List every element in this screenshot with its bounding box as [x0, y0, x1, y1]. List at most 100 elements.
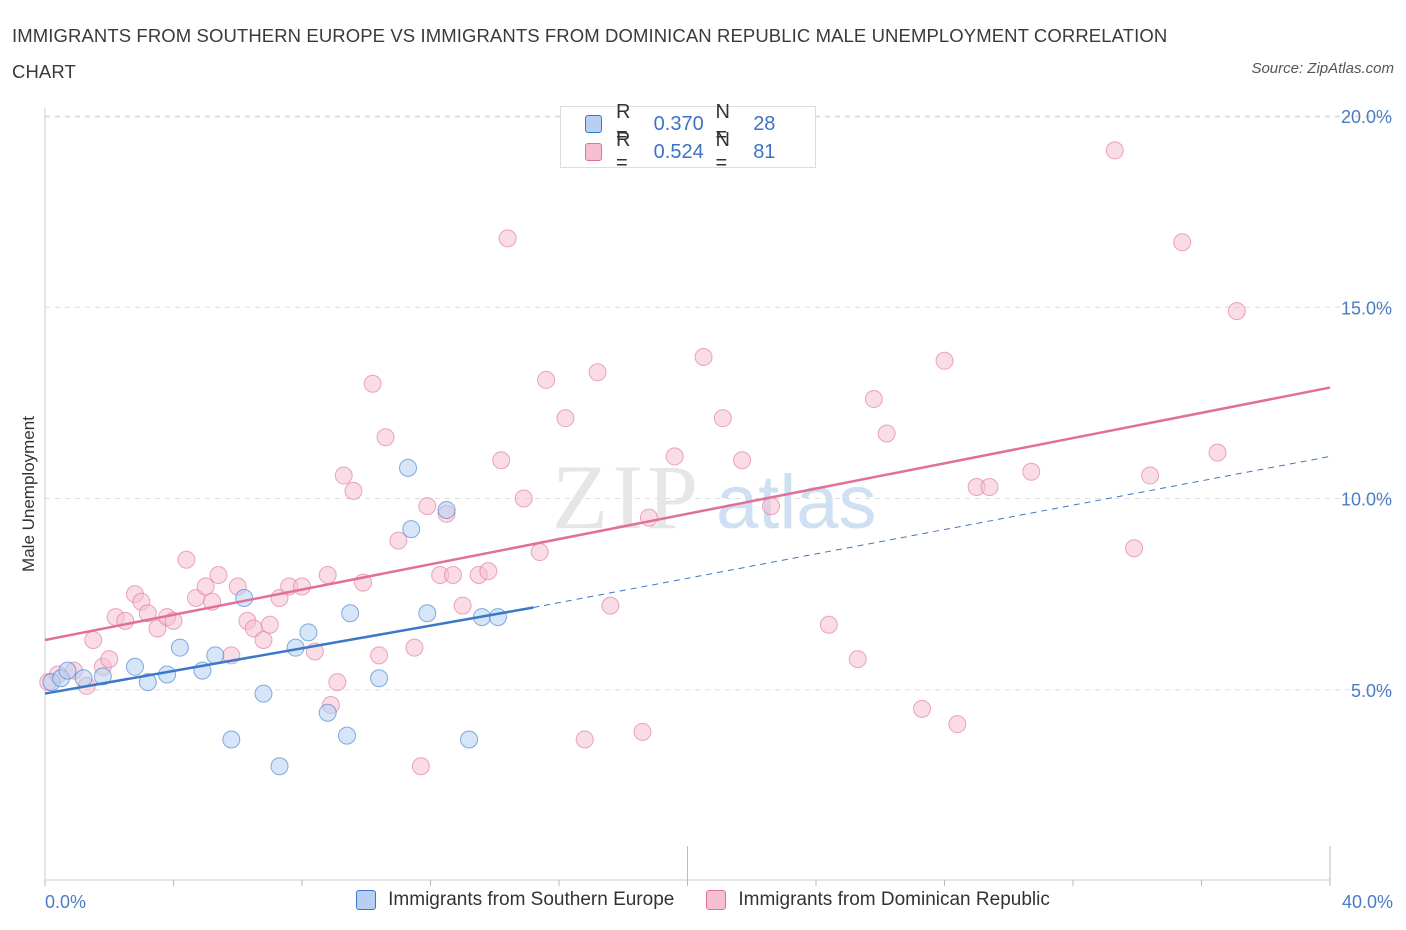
point-dominican-republic — [980, 478, 999, 497]
point-dominican-republic — [935, 351, 954, 370]
point-dominican-republic — [694, 347, 713, 366]
point-dominican-republic — [913, 699, 932, 718]
y-tick-label: 10.0% — [1341, 490, 1392, 510]
point-southern-europe — [58, 661, 77, 680]
point-southern-europe — [318, 703, 337, 722]
point-dominican-republic — [877, 424, 896, 443]
y-tick-label: 5.0% — [1351, 681, 1392, 701]
axes — [44, 108, 1331, 886]
point-dominican-republic — [344, 481, 363, 500]
point-southern-europe — [402, 520, 421, 539]
point-dominican-republic — [492, 451, 511, 470]
point-dominican-republic — [138, 604, 157, 623]
legend-r-value: 0.370 — [653, 112, 704, 135]
point-dominican-republic — [254, 631, 273, 650]
point-southern-europe — [170, 638, 189, 657]
point-dominican-republic — [293, 577, 311, 596]
point-dominican-republic — [443, 566, 462, 584]
point-dominican-republic — [479, 562, 498, 581]
point-southern-europe — [74, 669, 93, 688]
point-dominican-republic — [363, 374, 382, 393]
trend-lines — [44, 386, 1331, 695]
point-southern-europe — [93, 667, 112, 686]
legend-label-dominican-republic: Immigrants from Dominican Republic — [738, 889, 1050, 910]
point-dominican-republic — [148, 619, 167, 638]
point-southern-europe — [254, 684, 273, 703]
legend-r-value: 0.524 — [653, 140, 704, 163]
legend-row-dominican-republic: R = 0.524 N = 81 — [585, 129, 815, 174]
point-southern-europe — [222, 730, 241, 749]
y-axis-label: Male Unemployment — [19, 416, 38, 572]
point-dominican-republic — [1208, 443, 1227, 462]
point-southern-europe — [299, 623, 318, 642]
point-dominican-republic — [665, 447, 684, 466]
legend-n-value: 28 — [753, 112, 776, 135]
point-dominican-republic — [1105, 141, 1124, 160]
point-dominican-republic — [601, 596, 620, 615]
point-dominican-republic — [556, 409, 575, 428]
point-dominican-republic — [370, 646, 389, 665]
point-dominican-republic — [318, 566, 337, 584]
point-dominican-republic — [948, 715, 967, 734]
legend-row-southern-europe: R = 0.370 N = 28 — [585, 101, 815, 146]
point-dominican-republic — [260, 615, 279, 634]
point-southern-europe — [270, 757, 289, 776]
point-dominican-republic — [848, 650, 867, 669]
legend-label-southern-europe: Immigrants from Southern Europe — [388, 889, 675, 910]
y-tick-label: 20.0% — [1341, 107, 1392, 127]
point-southern-europe — [437, 500, 456, 519]
correlation-legend: R = 0.370 N = 28 R = 0.524 N = 81 — [560, 101, 816, 174]
point-dominican-republic — [418, 497, 437, 516]
series-legend: Immigrants from Southern Europe Immigran… — [0, 889, 1406, 911]
watermark: ZIP atlas — [552, 446, 877, 548]
legend-n-label: N = — [715, 129, 730, 174]
point-dominican-republic — [334, 466, 353, 485]
point-dominican-republic — [530, 543, 549, 562]
chart-title: IMMIGRANTS FROM SOUTHERN EUROPE VS IMMIG… — [12, 25, 1168, 82]
point-dominican-republic — [209, 566, 228, 584]
point-dominican-republic — [588, 363, 607, 382]
tick-labels: 5.0% 10.0% 15.0% 20.0% 0.0% 40.0% — [45, 107, 1393, 912]
point-dominican-republic — [1141, 466, 1160, 485]
point-southern-europe — [337, 726, 356, 745]
point-dominican-republic — [84, 631, 103, 650]
point-dominican-republic — [713, 409, 732, 428]
point-southern-europe — [235, 588, 254, 607]
point-southern-europe — [138, 673, 157, 692]
point-dominican-republic — [1022, 462, 1041, 481]
point-dominican-republic — [328, 673, 347, 692]
legend-item-dominican-republic[interactable]: Immigrants from Dominican Republic — [706, 889, 1050, 911]
legend-swatch-blue — [356, 890, 377, 910]
point-dominican-republic — [1227, 302, 1246, 321]
point-dominican-republic — [389, 531, 408, 550]
point-dominican-republic — [453, 596, 472, 615]
legend-swatch-pink — [585, 143, 602, 161]
x-tick-label: 40.0% — [1342, 892, 1393, 912]
point-dominican-republic — [762, 497, 781, 516]
trend-line-southern-europe — [44, 606, 534, 695]
point-dominican-republic — [177, 550, 196, 569]
point-dominican-republic — [100, 650, 119, 669]
point-dominican-republic — [864, 390, 883, 409]
legend-item-southern-europe[interactable]: Immigrants from Southern Europe — [356, 889, 674, 911]
legend-n-value: 81 — [753, 140, 776, 163]
trend-extension-southern-europe — [533, 455, 1331, 609]
point-southern-europe — [460, 730, 479, 749]
point-dominican-republic — [498, 229, 517, 248]
point-dominican-republic — [819, 615, 838, 634]
point-dominican-republic — [575, 730, 594, 749]
point-dominican-republic — [411, 757, 430, 776]
point-dominican-republic — [196, 577, 215, 596]
y-tick-label: 15.0% — [1341, 298, 1392, 318]
point-dominican-republic — [733, 451, 752, 470]
point-southern-europe — [125, 657, 144, 676]
source-label: Source: ZipAtlas.com — [1251, 60, 1394, 77]
point-dominican-republic — [405, 638, 424, 657]
point-southern-europe — [488, 608, 507, 627]
legend-r-label: R = — [615, 101, 631, 146]
point-southern-europe — [418, 604, 437, 623]
trend-line-dominican-republic — [44, 386, 1331, 642]
point-dominican-republic — [514, 489, 533, 508]
legend-r-label: R = — [615, 129, 631, 174]
